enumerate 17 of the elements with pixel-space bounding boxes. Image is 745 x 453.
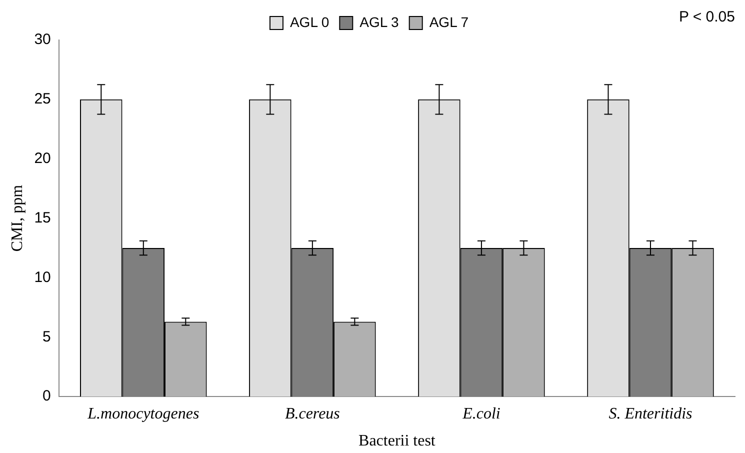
y-axis-title: CMI, ppm (8, 184, 26, 252)
y-tick-label: 0 (42, 388, 51, 405)
x-tick-label: S. Enteritidis (608, 405, 692, 422)
legend-label: AGL 0 (290, 14, 330, 30)
y-tick-label: 25 (34, 90, 51, 108)
y-tick-label: 5 (42, 328, 51, 346)
text: P < 0.05 (678, 8, 735, 26)
y-tick-label: 20 (34, 150, 51, 168)
x-tick-label: E.coli (462, 405, 500, 422)
x-tick-label: B.cereus (284, 405, 340, 422)
legend-label: AGL 7 (429, 14, 469, 30)
x-axis-title: Bacterii test (358, 432, 436, 450)
x-tick-label: L.monocytogenes (86, 405, 200, 422)
legend-label: AGL 3 (360, 14, 400, 30)
y-tick-label: 15 (34, 209, 51, 226)
y-tick-label: 30 (34, 31, 51, 48)
y-tick-label: 10 (34, 268, 51, 286)
